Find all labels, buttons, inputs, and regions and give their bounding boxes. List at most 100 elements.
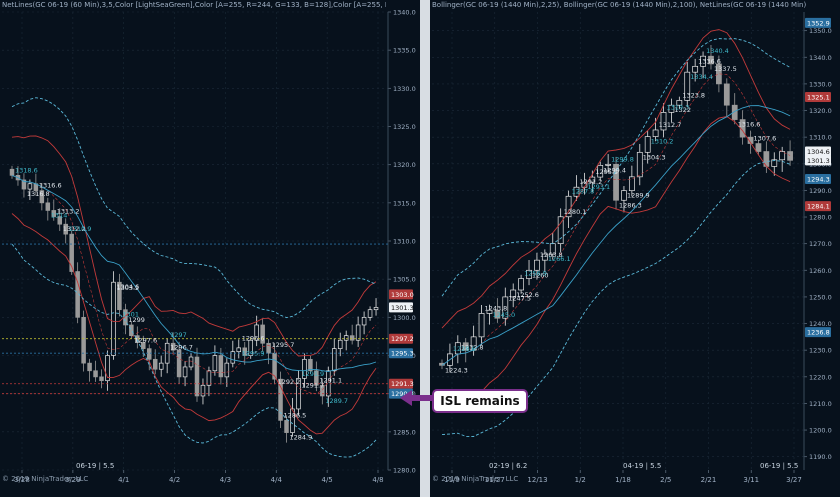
candle-body — [771, 159, 778, 167]
candle-body — [367, 309, 373, 318]
left-chart-title: NetLines(GC 06-19 (60 Min),3,5,Color [Li… — [2, 1, 386, 9]
price-annotation: 1291.7 — [301, 382, 324, 390]
price-annotation: 1310.9 — [69, 225, 92, 233]
price-annotation: 1316.8 — [27, 190, 50, 198]
bollinger-upper-short — [11, 135, 377, 357]
bollinger-mid-long — [441, 105, 791, 366]
candle-body — [605, 163, 612, 166]
price-tag-label: 1294.3 — [807, 175, 830, 183]
candle-body — [787, 151, 793, 161]
left-chart-svg[interactable]: 1340.0 1335.0 1330.0 1325.0 1320.0 1315.0 1310… — [0, 0, 420, 497]
y-tick-label: 1240.0 — [809, 320, 832, 328]
price-annotation: 1304.6 — [116, 283, 139, 291]
candle-body — [462, 342, 469, 351]
y-tick-label: 1340.0 — [393, 9, 416, 17]
y-tick-label: 1270.0 — [809, 240, 832, 248]
price-annotation: 1247.5 — [508, 295, 531, 303]
price-tag — [389, 378, 413, 389]
bollinger-lower-long — [11, 243, 377, 458]
x-tick-label: 3/27 — [786, 476, 802, 484]
price-annotation: 1284.9 — [290, 434, 313, 442]
candle-body — [373, 307, 379, 311]
price-annotation: 1295.7 — [272, 341, 295, 349]
candle-body — [99, 376, 104, 382]
candle-body — [212, 355, 218, 372]
price-annotation: 1293.1 — [587, 183, 610, 191]
candle-body — [589, 176, 596, 183]
candle-body — [236, 347, 242, 353]
candle-body — [644, 136, 651, 153]
price-annotation: 1296.6 — [242, 334, 265, 342]
candle-body — [747, 136, 754, 144]
right-copyright: © 2019 NinjaTrader, LLC — [432, 475, 519, 483]
price-annotation: 1286.5 — [284, 411, 307, 419]
price-tag — [389, 289, 413, 300]
price-annotation: 1266.1 — [548, 255, 571, 263]
candle-body — [692, 65, 699, 73]
bollinger-upper-long — [11, 97, 377, 319]
candle-body — [290, 408, 295, 433]
price-tag-label: 1352.9 — [807, 19, 830, 27]
candle-body — [557, 216, 564, 245]
candle-body — [565, 195, 572, 218]
price-annotation: 1291.9 — [301, 370, 324, 378]
price-annotation: 1295.9 — [242, 350, 265, 358]
candle-body — [63, 223, 68, 235]
candle-body — [9, 168, 15, 176]
candle-body — [684, 71, 691, 101]
x-tick-label: 11/27 — [485, 476, 505, 484]
y-tick-label: 1210.0 — [809, 400, 832, 408]
price-annotation: 1292.2 — [278, 378, 301, 386]
right-chart-svg[interactable]: 1350.01340.01330.01320.01310.01300.01290… — [430, 0, 840, 497]
y-tick-label: 1330.0 — [809, 80, 832, 88]
y-tick-label: 1190.0 — [809, 453, 832, 461]
candle-body — [45, 202, 51, 211]
price-tag — [389, 302, 413, 313]
candle-body — [129, 324, 134, 337]
callout-arrow — [400, 390, 434, 406]
right-chart-panel[interactable]: 1350.01340.01330.01320.01310.01300.01290… — [430, 0, 840, 497]
price-annotation: 1323.8 — [682, 91, 705, 99]
y-tick-label: 1200.0 — [809, 427, 832, 435]
candle-body — [636, 151, 643, 178]
price-tag — [805, 201, 831, 212]
price-annotation: 1224.3 — [445, 366, 468, 374]
candle-body — [660, 112, 667, 131]
price-annotation: 1312.2 — [63, 225, 86, 233]
left-chart-panel[interactable]: 1340.0 1335.0 1330.0 1325.0 1320.0 1315.0 1310… — [0, 0, 420, 497]
price-annotation: 1301 — [122, 311, 139, 319]
price-annotation: 1252.6 — [516, 291, 539, 299]
candle-body — [176, 349, 182, 378]
right-chart-title: Bollinger(GC 06-19 (1440 Min),2,25), Bol… — [432, 1, 806, 9]
panel-divider[interactable] — [420, 0, 430, 497]
y-tick-label: 1320.0 — [809, 107, 832, 115]
price-tag — [805, 17, 831, 28]
candle-body — [278, 378, 283, 421]
price-annotation: 1312.7 — [659, 121, 682, 129]
candle-body — [510, 289, 517, 298]
candle-body — [308, 358, 313, 372]
candle-body — [361, 316, 367, 326]
price-annotation: 1314 — [51, 211, 68, 219]
candle-body — [158, 362, 164, 370]
candle-body — [621, 190, 627, 201]
x-tick-label: 4/2 — [169, 476, 180, 484]
price-tag-label: 1303.0 — [391, 291, 414, 299]
candle-body — [573, 186, 580, 197]
price-annotation: 1289.9 — [627, 192, 650, 200]
price-annotation: 1299.8 — [611, 155, 634, 163]
candle-body — [478, 313, 485, 338]
price-tag-label: 1325.1 — [807, 93, 830, 101]
price-annotation: 1228.6 — [453, 345, 476, 353]
candle-body — [188, 356, 194, 368]
price-annotation: 1319.3 — [667, 103, 690, 111]
y-tick-label: 1290.0 — [809, 187, 832, 195]
price-annotation: 1304.3 — [643, 153, 666, 161]
price-tag-label: 1291.3 — [391, 380, 414, 388]
candle-body — [152, 358, 158, 370]
price-annotation: 1245.0 — [492, 311, 515, 319]
bollinger-upper-short — [441, 29, 791, 329]
y-tick-label: 1285.0 — [393, 428, 416, 436]
candle-body — [146, 348, 152, 360]
price-tag — [805, 146, 831, 157]
